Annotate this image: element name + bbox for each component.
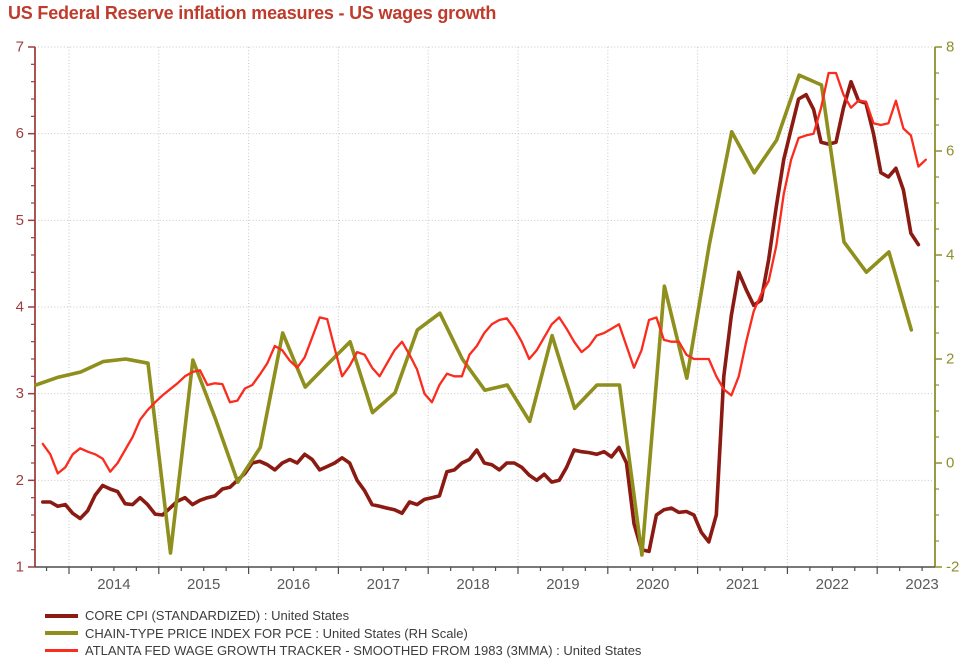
y-axis-left-label: 7	[16, 39, 24, 56]
series-wage-tracker-line	[41, 71, 927, 475]
x-axis-year-label: 2022	[816, 576, 849, 593]
y-axis-right-label: 0	[946, 455, 954, 472]
y-axis-right-label: 8	[946, 39, 954, 56]
y-axis-left-label: 4	[16, 299, 24, 316]
x-axis-year-label: 2019	[546, 576, 579, 593]
y-axis-right: 8 6 4 2 0 -2	[934, 39, 959, 576]
x-axis-year-label: 2014	[97, 576, 130, 593]
chart-legend: CORE CPI (STANDARDIZED) : United States …	[45, 607, 641, 660]
y-axis-right-label: 2	[946, 351, 954, 368]
y-axis-left-label: 2	[16, 472, 24, 489]
y-axis-right-label: 6	[946, 143, 954, 160]
y-axis-right-label: -2	[946, 559, 959, 576]
y-axis-left-label: 5	[16, 212, 24, 229]
y-axis-left-label: 6	[16, 125, 24, 142]
gridlines	[35, 46, 935, 567]
x-axis-year-label: 2020	[636, 576, 669, 593]
legend-line-swatch-pce-index	[45, 631, 78, 636]
x-axis-year-label: 2023	[905, 576, 938, 593]
x-axis-year-label: 2018	[456, 576, 489, 593]
legend-item-core-cpi: CORE CPI (STANDARDIZED) : United States	[45, 607, 641, 625]
y-axis-left-label: 3	[16, 385, 24, 402]
chart-title: US Federal Reserve inflation measures - …	[8, 3, 497, 23]
series-pce-line	[33, 73, 914, 557]
legend-item-wage-tracker: ATLANTA FED WAGE GROWTH TRACKER - SMOOTH…	[45, 642, 641, 660]
y-axis-left: 7 6 5 4 3 2 1	[16, 39, 36, 576]
legend-line-swatch-wage-tracker	[45, 649, 78, 653]
x-axis: 2014 2015 2016 2017 2018 2019 2020 2021 2022 2023	[35, 566, 939, 593]
y-axis-left-label: 1	[16, 559, 24, 576]
legend-label-wage-tracker: ATLANTA FED WAGE GROWTH TRACKER - SMOOTH…	[85, 643, 642, 659]
x-axis-year-label: 2016	[277, 576, 310, 593]
legend-label-core-cpi: CORE CPI (STANDARDIZED) : United States	[85, 608, 350, 624]
legend-label-pce-index: CHAIN-TYPE PRICE INDEX FOR PCE : United …	[85, 625, 468, 641]
series-core-cpi-line	[40, 79, 921, 554]
y-axis-right-label: 4	[946, 247, 954, 264]
x-axis-year-label: 2017	[367, 576, 400, 593]
x-axis-year-label: 2021	[726, 576, 759, 593]
legend-line-swatch-core-cpi	[45, 613, 78, 618]
legend-item-pce-index: CHAIN-TYPE PRICE INDEX FOR PCE : United …	[45, 625, 641, 643]
x-axis-year-label: 2015	[187, 576, 220, 593]
